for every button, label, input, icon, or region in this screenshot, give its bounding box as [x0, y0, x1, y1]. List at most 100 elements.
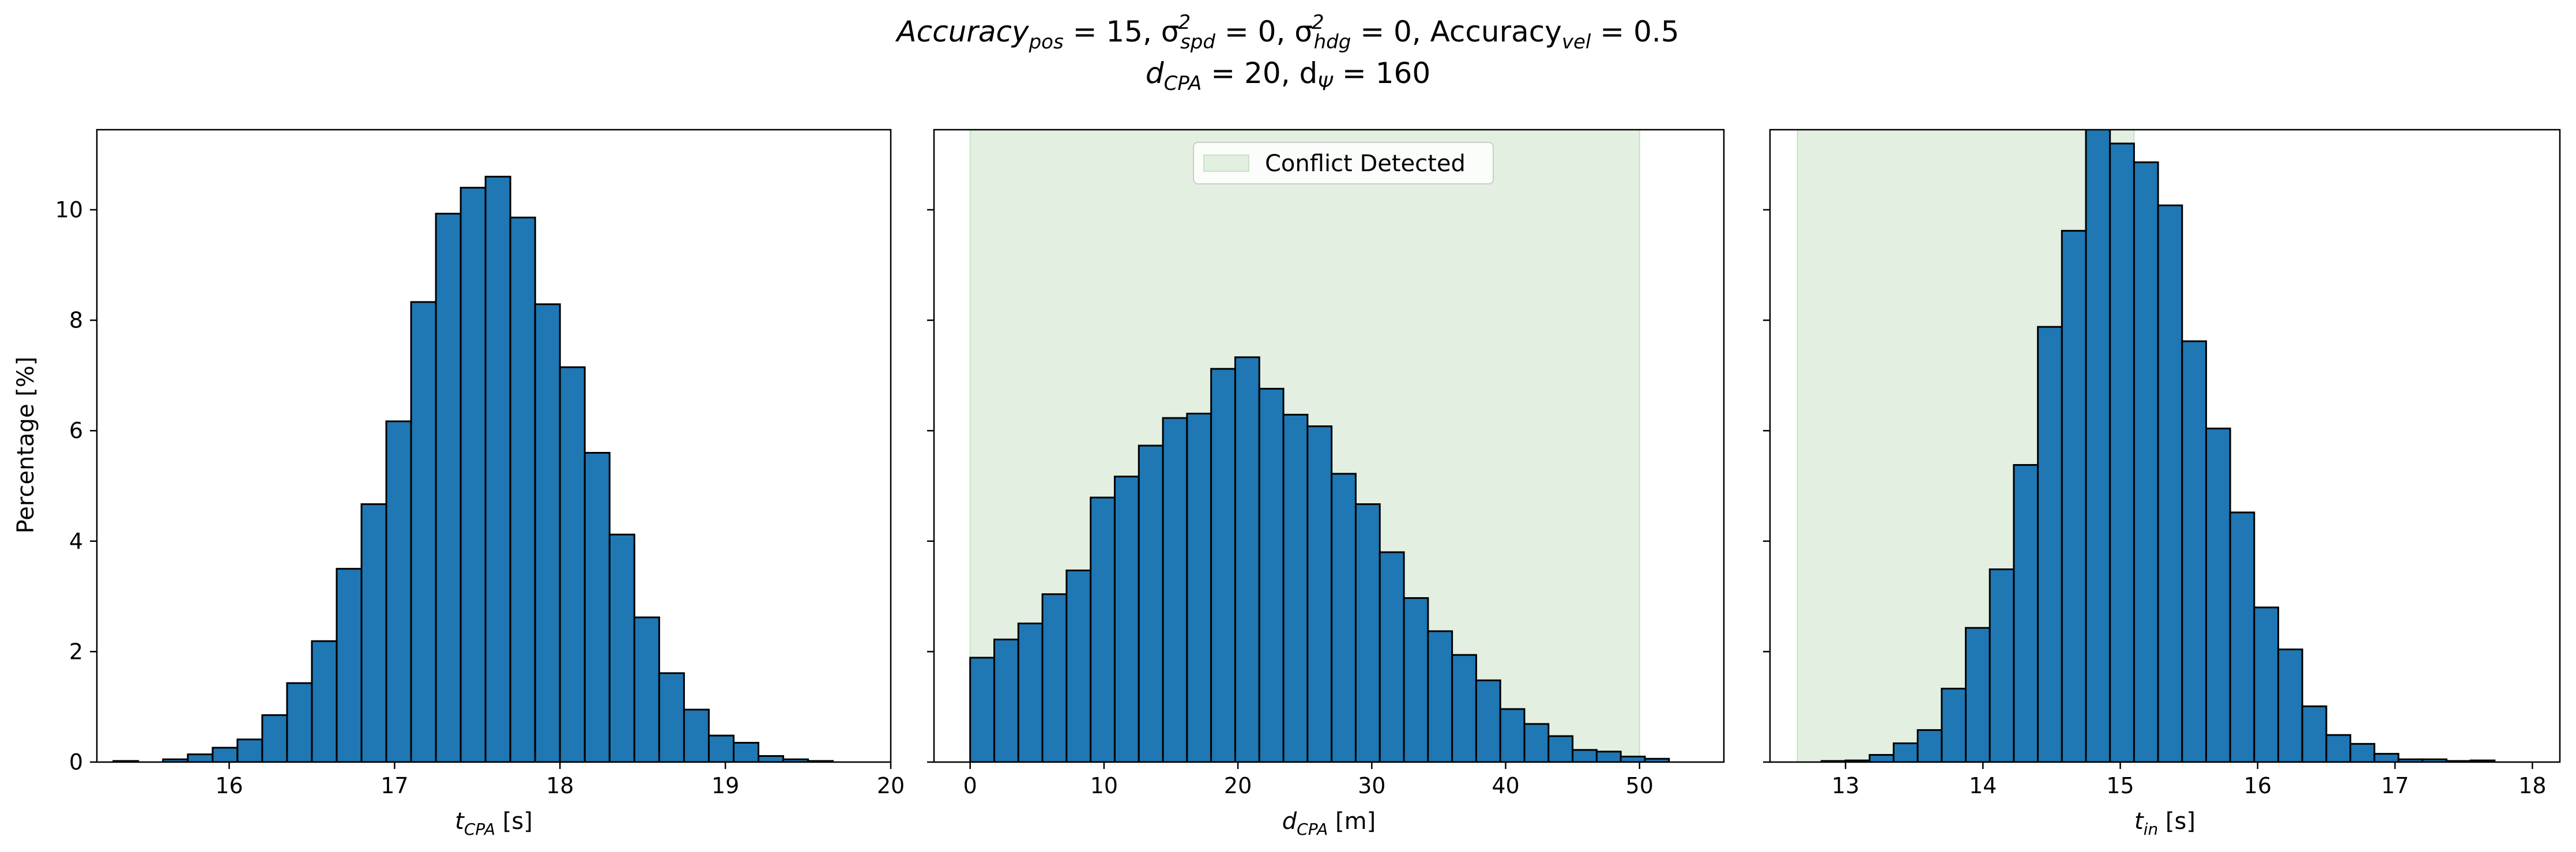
histogram-bar	[1331, 473, 1357, 762]
histogram-bar	[1427, 630, 1453, 762]
histogram-bar	[758, 755, 785, 762]
x-tick-label: 20	[877, 773, 905, 798]
histogram-bar	[1869, 754, 1895, 762]
x-tick-label: 13	[1832, 773, 1859, 798]
y-tick-label: 2	[69, 639, 83, 664]
histogram-bar	[1547, 735, 1574, 762]
y-tick-label: 6	[69, 418, 83, 443]
x-tick-label: 14	[1969, 773, 1997, 798]
y-tick-label: 10	[55, 197, 83, 223]
histogram-bar	[2061, 229, 2087, 762]
histogram-bar	[707, 734, 735, 762]
histogram-bar	[2109, 142, 2135, 762]
histogram-bars	[969, 356, 1670, 762]
legend-box	[1193, 142, 1494, 184]
panel-t-cpa-histogram: 16 17 18 19 20 0 2 4 6 8 10 tCPA [s]	[55, 129, 905, 839]
histogram-bar	[2205, 427, 2231, 762]
histogram-bar	[2325, 734, 2352, 762]
histogram-bar	[410, 301, 437, 762]
histogram-bar	[1282, 413, 1309, 762]
histogram-bar	[583, 451, 611, 762]
axes-frame	[96, 129, 892, 763]
histogram-bar	[1892, 742, 1919, 762]
histogram-bar	[1451, 654, 1477, 762]
histogram-bar	[1523, 723, 1550, 762]
legend-label: Conflict Detected	[1265, 150, 1466, 177]
histogram-bar	[1595, 751, 1622, 762]
histogram-bar	[608, 533, 635, 762]
histogram-bar	[1989, 568, 2015, 762]
x-tick-label: 17	[381, 773, 408, 798]
x-tick-label: 19	[711, 773, 739, 798]
histogram-bar	[1210, 368, 1236, 762]
histogram-bar	[2373, 753, 2400, 762]
figure-title-line-2: dCPA = 20, dΨ = 160	[1146, 56, 1430, 95]
histogram-bar	[969, 657, 995, 762]
histogram-bar	[286, 682, 313, 762]
histogram-bar	[1234, 356, 1260, 762]
histogram-bar	[2085, 130, 2111, 762]
x-tick-label: 50	[1626, 773, 1654, 798]
histogram-bar	[2301, 705, 2328, 762]
histogram-bar	[559, 366, 586, 762]
histogram-bar	[1916, 729, 1943, 762]
histogram-bar	[1941, 688, 1967, 762]
axes-frame	[933, 129, 1725, 763]
histogram-bar	[633, 616, 660, 762]
histogram-bar	[212, 747, 239, 762]
histogram-bar	[658, 672, 685, 762]
histogram-bar	[2229, 511, 2255, 762]
histogram-bar	[460, 187, 487, 762]
legend: Conflict Detected	[1193, 142, 1494, 184]
panel-d-cpa-histogram: 0 10 20 30 40 50 dCPA [m] Conflict Detected	[927, 129, 1725, 839]
histogram-bar	[2133, 161, 2159, 762]
panel-t-in-histogram: 13 14 15 16 17 18 tin [s]	[1763, 129, 2561, 839]
histogram-bars	[1820, 130, 2496, 762]
histogram-bar	[1475, 679, 1501, 762]
histogram-bar	[1644, 757, 1670, 762]
histogram-bar	[683, 708, 710, 762]
y-tick-label: 4	[69, 529, 83, 554]
histogram-bar	[187, 753, 214, 762]
figure-title-line-1: Accuracypos = 15, σ2 spd = 0, σ2 hdg = 0, …	[895, 11, 1679, 54]
histogram-bar	[1017, 623, 1044, 762]
x-tick-label: 16	[215, 773, 243, 798]
histogram-bar	[1113, 476, 1140, 762]
histogram-bar	[1403, 597, 1429, 762]
histogram-bar	[1065, 570, 1092, 762]
legend-swatch	[1203, 154, 1249, 172]
histogram-bar	[336, 568, 363, 762]
histogram-bar	[2157, 204, 2183, 762]
histogram-bar	[1306, 425, 1333, 762]
histogram-bar	[534, 303, 561, 762]
x-tick-label: 18	[2518, 773, 2546, 798]
x-tick-label: 18	[546, 773, 574, 798]
histogram-bar	[1258, 387, 1285, 762]
histogram-bar	[993, 638, 1019, 762]
histogram-bar	[1138, 444, 1164, 762]
histogram-bar	[385, 420, 412, 762]
histogram-bar	[311, 640, 338, 762]
histogram-bar	[360, 503, 387, 762]
histogram-bars	[112, 175, 834, 762]
x-tick-label: 0	[963, 773, 977, 798]
y-tick-label: 0	[69, 749, 83, 775]
histogram-bar	[1379, 551, 1405, 762]
histogram-bar	[1620, 755, 1646, 762]
x-axis-label: tCPA [s]	[455, 808, 533, 839]
axes-frame	[1769, 129, 2561, 763]
x-tick-label: 17	[2381, 773, 2409, 798]
x-tick-label: 16	[2244, 773, 2272, 798]
histogram-bar	[484, 175, 511, 762]
histogram-bar	[2181, 340, 2207, 762]
x-tick-label: 30	[1358, 773, 1385, 798]
histogram-bar	[2013, 464, 2039, 762]
histogram-bar	[1572, 749, 1598, 762]
histogram-bar	[2037, 326, 2063, 762]
histogram-bar	[1090, 496, 1116, 762]
histogram-bar	[261, 714, 288, 762]
x-tick-label: 10	[1090, 773, 1118, 798]
histogram-bar	[509, 216, 536, 762]
histogram-bar	[1041, 593, 1068, 762]
